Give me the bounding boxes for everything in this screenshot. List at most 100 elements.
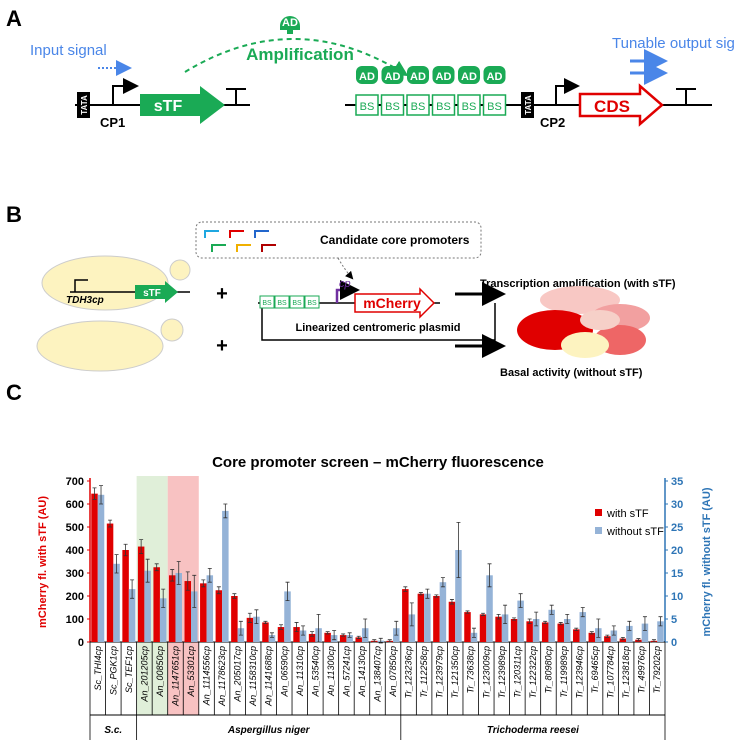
label: TDH3cp	[66, 295, 104, 306]
y-tick-label: 100	[66, 614, 84, 626]
x-tick-label: Tr_123818cp	[621, 646, 631, 698]
bar	[175, 573, 182, 642]
x-tick-label: An_53540cp	[310, 646, 320, 698]
error-bar	[123, 543, 128, 557]
x-tick-label: Sc_THI4cp	[93, 646, 103, 691]
bar	[200, 583, 207, 642]
bar	[408, 614, 416, 642]
y-tick-label: 200	[66, 591, 84, 603]
label: cp	[339, 278, 351, 290]
label: CP2	[540, 115, 565, 130]
error-bar	[580, 607, 585, 618]
bar	[563, 619, 571, 642]
bar	[588, 632, 596, 642]
bs-box	[355, 94, 379, 116]
error-bar	[596, 618, 601, 638]
error-bar	[549, 604, 554, 615]
bar	[159, 598, 167, 642]
label: Basal activity (without sTF)	[500, 367, 643, 379]
error-bar	[449, 599, 454, 605]
ad-box	[381, 66, 404, 84]
bar	[517, 600, 524, 642]
bar	[144, 570, 151, 642]
bs-box	[274, 295, 290, 309]
error-bar	[316, 614, 321, 643]
bar	[113, 563, 120, 642]
bar	[557, 623, 564, 642]
error-bar	[92, 487, 97, 500]
x-tick-label: An_1141688cp	[264, 646, 274, 707]
x-tick-label: Sc_PGK1cp	[108, 646, 118, 695]
error-bar	[394, 620, 399, 636]
label: BS	[262, 300, 272, 307]
bs-box	[289, 295, 305, 309]
x-tick-label: An_138407cp	[373, 646, 383, 703]
x-tick-label: Tr_119989cp	[559, 646, 569, 698]
error-bar	[465, 610, 470, 614]
bar	[610, 630, 618, 642]
bar	[268, 635, 276, 642]
error-bar	[481, 612, 486, 616]
bar	[246, 617, 254, 642]
bar	[448, 601, 456, 642]
bs-box	[431, 94, 456, 116]
error-bar	[642, 616, 647, 631]
error-bar	[325, 631, 330, 635]
x-tick-label: An_06590cp	[279, 646, 289, 698]
bs-box	[304, 295, 320, 309]
bar	[455, 550, 462, 642]
error-bar	[378, 637, 383, 644]
legend-label: without sTF	[606, 526, 664, 538]
bs-box	[457, 94, 481, 116]
bar	[91, 493, 98, 642]
error-bar	[192, 574, 197, 608]
bar	[501, 614, 509, 642]
bar	[510, 619, 518, 642]
x-tick-label: An_07850cp	[388, 646, 398, 698]
bar	[486, 575, 493, 642]
x-tick-label: An_53301cp	[186, 646, 196, 698]
error-bar	[285, 581, 290, 601]
chart-title: Core promoter screen – mCherry fluoresce…	[212, 454, 544, 471]
bar	[604, 636, 611, 642]
y2-tick-label: 35	[671, 476, 683, 488]
x-tick-label: Tr_123236cp	[404, 646, 414, 698]
ad-box	[483, 66, 506, 84]
y-tick-label: 500	[66, 522, 84, 534]
bar	[619, 638, 627, 642]
error-bar	[263, 620, 268, 624]
x-tick-label: An_11310cp	[295, 646, 305, 697]
error-bar	[201, 579, 206, 588]
bar	[339, 635, 347, 642]
panel-a: A Input signal TATA CP1 sTF AD Amplifica…	[6, 6, 735, 130]
bs-box	[406, 94, 430, 116]
label: BS	[462, 101, 477, 113]
error-bar	[620, 637, 625, 641]
label: mCherry	[363, 295, 421, 311]
panel-letter: C	[6, 380, 22, 405]
error-bar	[627, 620, 632, 631]
label: BS	[292, 300, 302, 307]
label: BS	[411, 101, 426, 113]
label: Transcription amplification (with sTF)	[480, 278, 676, 290]
error-bar	[558, 622, 563, 626]
bar	[479, 614, 487, 642]
x-tick-label: Sc_TEF1cp	[124, 646, 134, 693]
y2-tick-label: 5	[671, 614, 677, 626]
bar	[253, 616, 260, 642]
error-bar	[247, 612, 252, 623]
error-bar	[496, 614, 501, 620]
error-bar	[534, 611, 539, 627]
group-label: Trichoderma reesei	[487, 725, 579, 736]
error-bar	[294, 622, 299, 633]
x-tick-label: An_1178623cp	[217, 646, 227, 707]
bar	[106, 523, 114, 642]
bar	[184, 581, 192, 642]
y2-tick-label: 30	[671, 499, 683, 511]
error-bar	[170, 569, 175, 582]
error-bar	[518, 593, 523, 608]
y-tick-label: 0	[78, 637, 84, 649]
label: CP1	[100, 115, 125, 130]
error-bar	[269, 632, 274, 638]
